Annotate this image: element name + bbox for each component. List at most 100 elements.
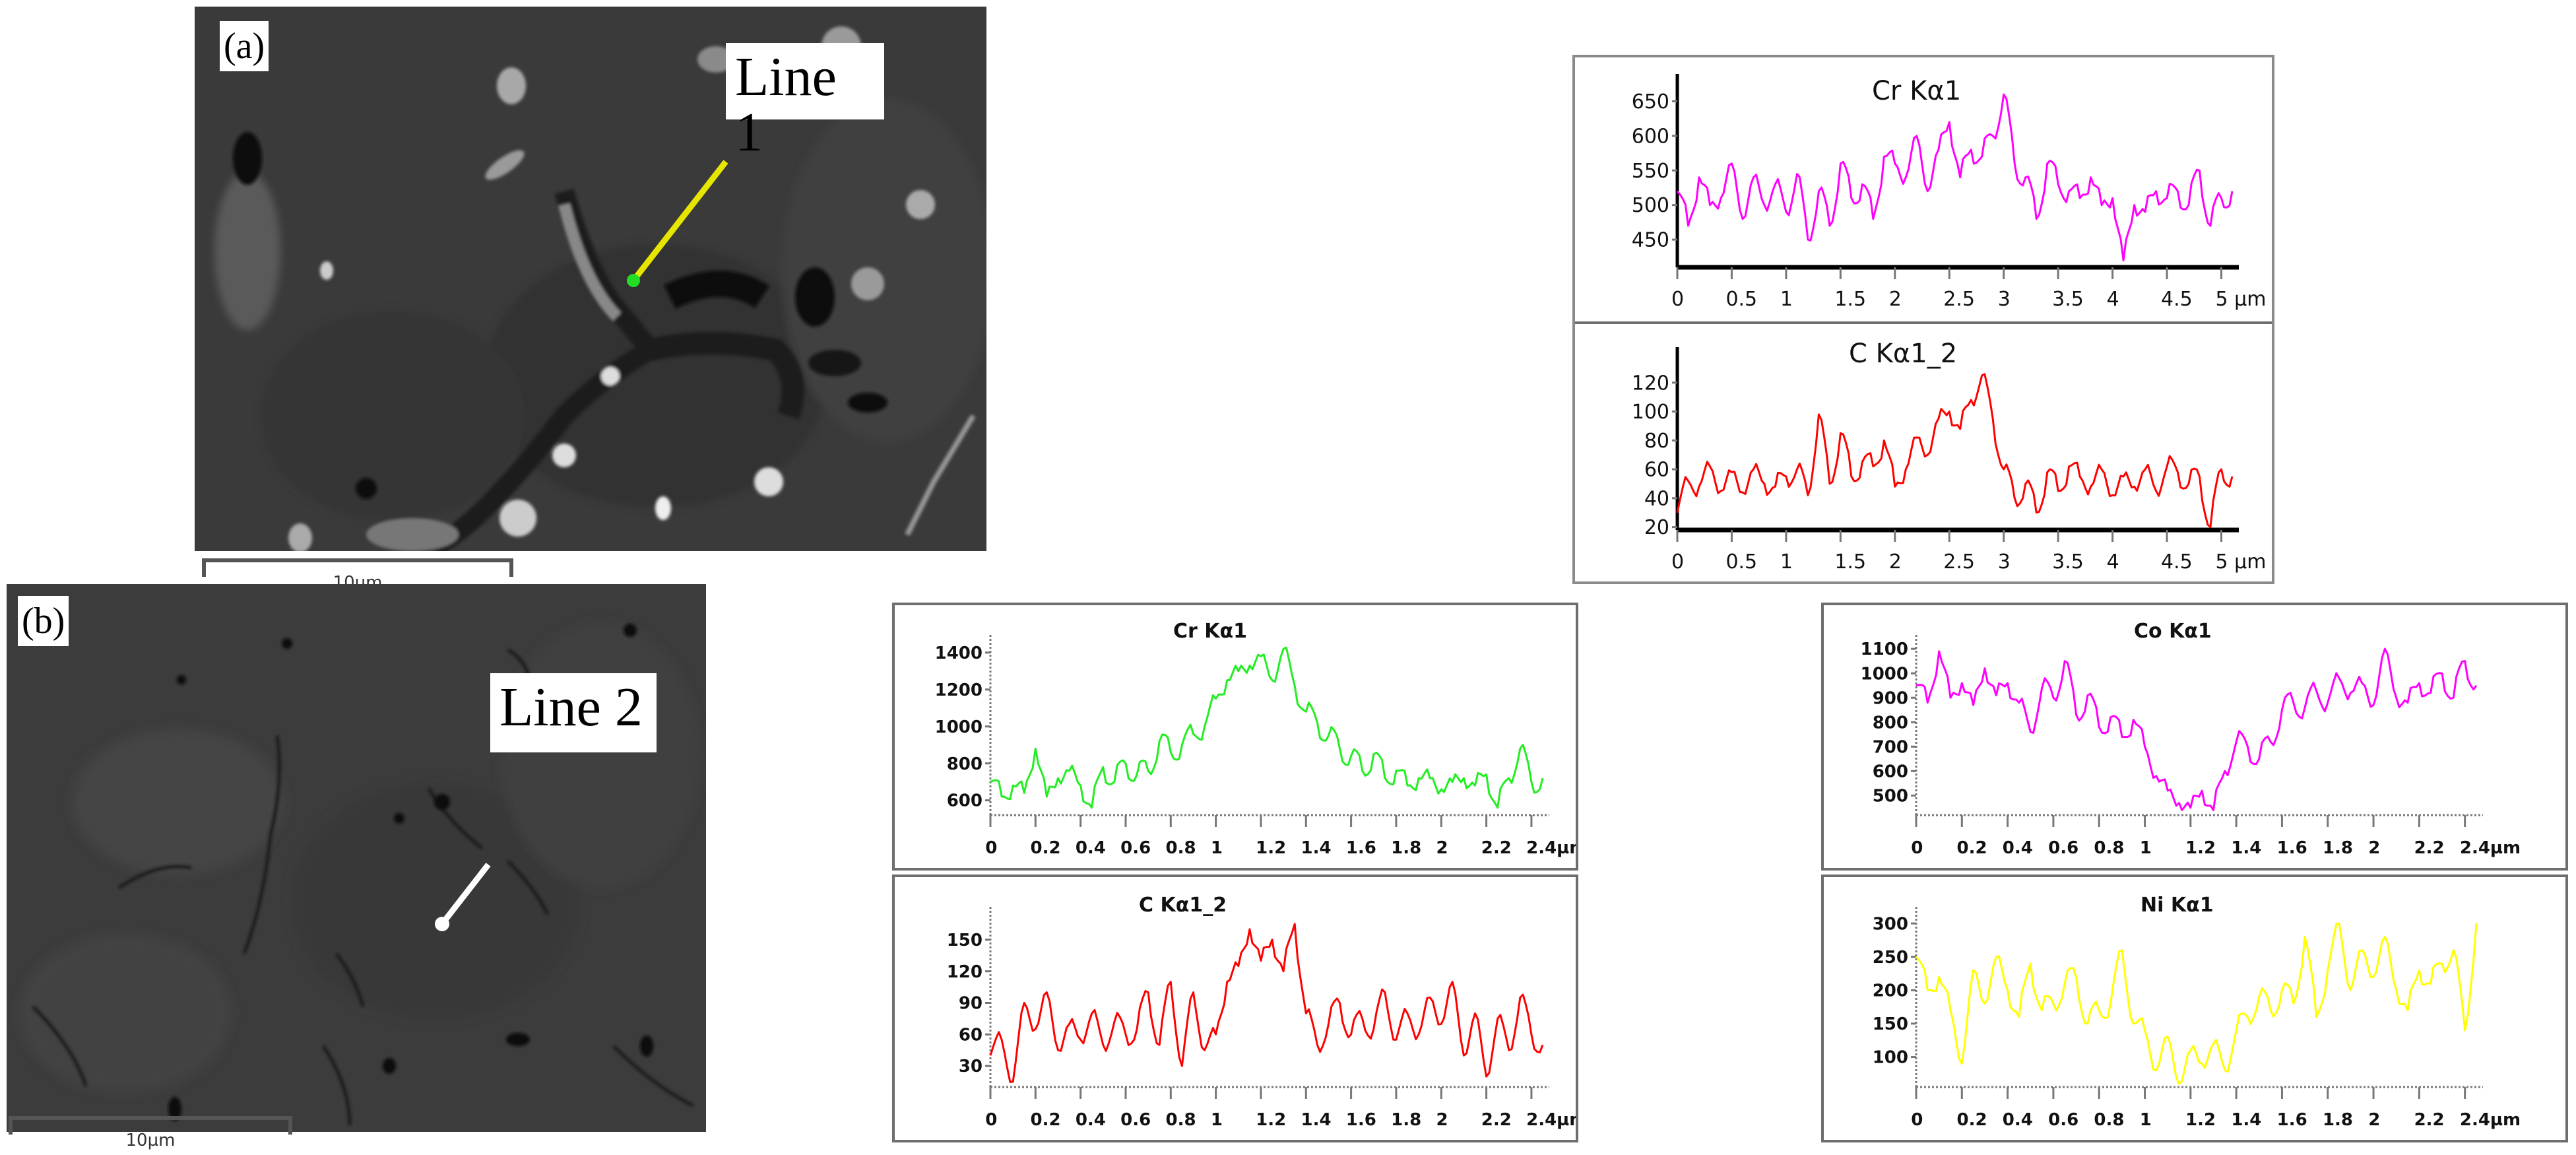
svg-text:3: 3: [1998, 288, 2011, 311]
svg-text:0.8: 0.8: [1166, 838, 1196, 858]
svg-text:2: 2: [1889, 550, 1902, 574]
svg-text:1.2: 1.2: [1256, 1110, 1286, 1130]
chart-b-c: 30 60 90 120 150 0 0.2 0.4 0.6 0.8 1 1.2 1.4 1.6 1.8 2 2…: [892, 874, 1578, 1142]
svg-text:100: 100: [1873, 1048, 1908, 1068]
chart-a-cr-title: Cr Kα1: [1872, 76, 1962, 106]
svg-text:600: 600: [1873, 762, 1908, 781]
svg-text:4: 4: [2107, 550, 2119, 574]
svg-text:2: 2: [1436, 1110, 1448, 1130]
svg-text:1100: 1100: [1861, 640, 1908, 659]
svg-text:100: 100: [1632, 401, 1669, 424]
chart-b-ni: 100 150 200 250 300 0 0.2 0.4 0.6 0.8 1 1.2 1.4 1.6 1.…: [1821, 874, 2568, 1142]
scale-bar-b-line: [9, 1116, 292, 1135]
svg-text:2.4µm: 2.4µm: [2460, 838, 2521, 858]
svg-text:1.2: 1.2: [2185, 1110, 2216, 1130]
chart-plot-area: 500 600 700 800 900 1000 1100 0 0.2 0.4 0.6 0.8 1 1.2…: [1861, 635, 2521, 858]
svg-text:2: 2: [1436, 838, 1448, 858]
svg-text:0.6: 0.6: [2048, 838, 2078, 858]
svg-text:0.2: 0.2: [1031, 1110, 1061, 1130]
data-series-line: [1676, 373, 2234, 529]
svg-text:2.5: 2.5: [1943, 550, 1975, 574]
svg-text:0.8: 0.8: [1166, 1110, 1196, 1130]
svg-text:2.5: 2.5: [1943, 288, 1975, 311]
data-series-line: [990, 646, 1544, 809]
chart-b-cr: 600 800 1000 1200 1400 0 0.2 0.4 0.6 0.8 1 1.2 1.4 1.…: [892, 603, 1578, 871]
svg-text:0: 0: [1671, 550, 1684, 574]
svg-text:0.6: 0.6: [1120, 838, 1151, 858]
svg-text:20: 20: [1644, 516, 1669, 539]
chart-b-c-title: C Kα1_2: [1139, 894, 1227, 917]
svg-text:4: 4: [2107, 288, 2119, 311]
svg-text:0.8: 0.8: [2094, 1110, 2124, 1130]
chart-b-cr-title: Cr Kα1: [1173, 620, 1247, 643]
svg-text:450: 450: [1632, 229, 1669, 252]
chart-plot-area: 600 800 1000 1200 1400 0 0.2 0.4 0.6 0.8 1 1.2 1.4 1.…: [935, 635, 1576, 858]
line-1-start-marker: [627, 274, 640, 287]
svg-text:0.6: 0.6: [1120, 1110, 1151, 1130]
svg-text:90: 90: [959, 994, 982, 1014]
svg-text:5 µm: 5 µm: [2216, 288, 2267, 311]
svg-text:800: 800: [947, 754, 982, 774]
svg-text:600: 600: [1632, 125, 1669, 148]
data-series-line: [1915, 922, 2478, 1085]
svg-text:2.4µm: 2.4µm: [1526, 1110, 1576, 1130]
svg-text:1.6: 1.6: [1346, 1110, 1376, 1130]
svg-text:1: 1: [1211, 1110, 1223, 1130]
data-series-line: [989, 923, 1544, 1083]
svg-text:60: 60: [959, 1025, 982, 1045]
chart-a-c: 20 40 60 80 100 120 0 0.5 1 1.5 2 2.5 3 3.5 4 4.5 5 µm C…: [1575, 321, 2272, 581]
svg-text:250: 250: [1873, 948, 1908, 968]
svg-text:1: 1: [2140, 1110, 2152, 1130]
svg-text:2: 2: [2368, 1110, 2380, 1130]
svg-text:2.2: 2.2: [1481, 838, 1512, 858]
svg-text:4.5: 4.5: [2161, 288, 2193, 311]
svg-text:1.8: 1.8: [1391, 1110, 1421, 1130]
svg-text:3.5: 3.5: [2052, 288, 2084, 311]
svg-text:150: 150: [947, 931, 982, 950]
chart-a-cr: 450 500 550 600 650 0 0.5 1 1.5 2 2.5 3 3.5 4 4.5 5 µm …: [1575, 57, 2272, 320]
svg-text:150: 150: [1873, 1014, 1908, 1034]
svg-text:0.6: 0.6: [2048, 1110, 2078, 1130]
svg-text:1.4: 1.4: [2231, 1110, 2261, 1130]
svg-text:60: 60: [1644, 459, 1669, 482]
svg-text:1.5: 1.5: [1834, 550, 1866, 574]
svg-text:80: 80: [1644, 430, 1669, 453]
micrograph-b-texture: [7, 584, 706, 1132]
svg-text:0: 0: [1911, 838, 1923, 858]
svg-text:3: 3: [1998, 550, 2011, 574]
svg-text:0: 0: [985, 1110, 997, 1130]
svg-text:500: 500: [1873, 786, 1908, 806]
svg-text:3.5: 3.5: [2052, 550, 2084, 574]
svg-text:1: 1: [1780, 550, 1793, 574]
svg-text:120: 120: [947, 962, 982, 982]
svg-text:2.2: 2.2: [2414, 1110, 2445, 1130]
svg-text:1400: 1400: [935, 644, 982, 663]
svg-text:5 µm: 5 µm: [2216, 550, 2267, 574]
svg-text:2.4µm: 2.4µm: [1526, 838, 1576, 858]
svg-text:1.6: 1.6: [2277, 838, 2307, 858]
scale-bar-a-line: [202, 558, 513, 577]
svg-text:1200: 1200: [935, 680, 982, 700]
line-1-scan-path: [631, 160, 728, 282]
chart-plot-area: 100 150 200 250 300 0 0.2 0.4 0.6 0.8 1 1.2 1.4 1.6 1.…: [1873, 907, 2521, 1130]
svg-text:0: 0: [1671, 288, 1684, 311]
svg-text:550: 550: [1632, 160, 1669, 183]
data-series-line: [1916, 647, 2478, 812]
svg-text:1.8: 1.8: [2323, 1110, 2353, 1130]
svg-text:0.4: 0.4: [1076, 838, 1106, 858]
svg-text:4.5: 4.5: [2161, 550, 2193, 574]
line-2-scan-path: [439, 863, 491, 926]
svg-text:500: 500: [1632, 194, 1669, 217]
svg-text:800: 800: [1873, 713, 1908, 733]
sem-micrograph-a: (a) Line 1: [195, 7, 986, 551]
chart-a-c-title: C Kα1_2: [1849, 339, 1958, 369]
svg-text:1: 1: [2140, 838, 2152, 858]
svg-text:0.2: 0.2: [1957, 1110, 1987, 1130]
svg-text:200: 200: [1873, 981, 1908, 1001]
svg-text:300: 300: [1873, 914, 1908, 934]
svg-text:1.6: 1.6: [1346, 838, 1376, 858]
svg-text:0.4: 0.4: [2003, 838, 2033, 858]
sem-micrograph-b: (b) Line 2: [7, 584, 706, 1132]
chart-b-ni-title: Ni Kα1: [2141, 894, 2214, 917]
svg-text:1.2: 1.2: [2185, 838, 2216, 858]
